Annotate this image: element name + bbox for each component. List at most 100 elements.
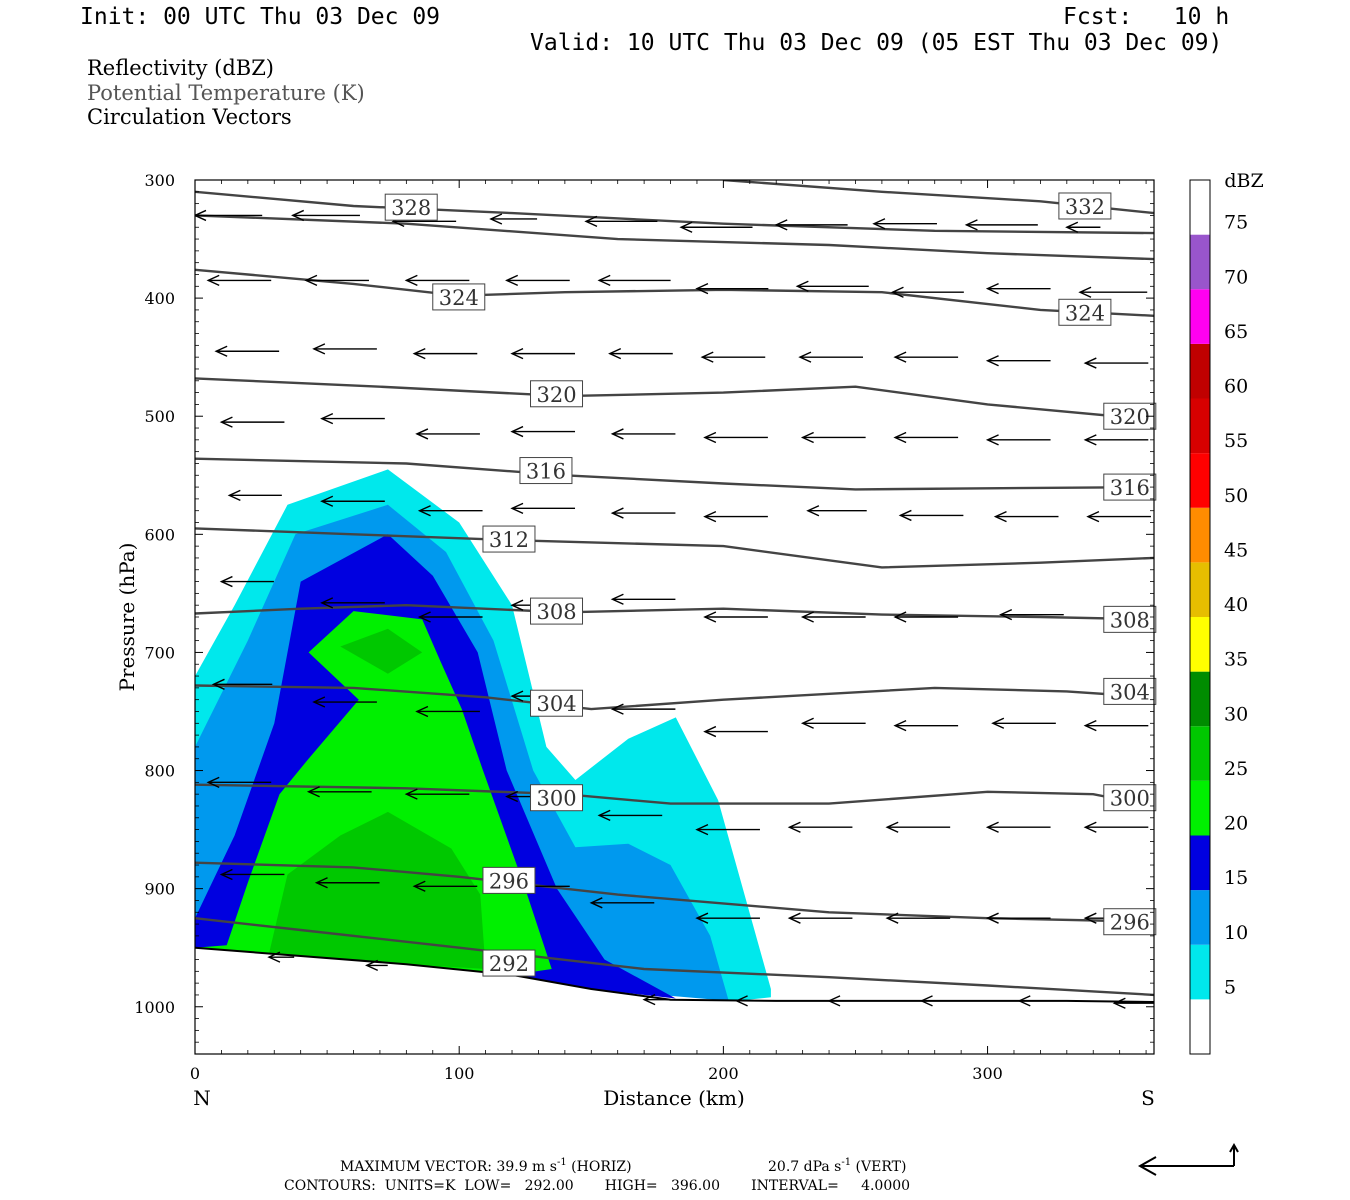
vector-arrow [798, 351, 863, 363]
footer-contour-info: CONTOURS: UNITS=K LOW= 292.00 HIGH= 396.… [284, 1178, 910, 1194]
vector-head [703, 431, 717, 444]
vector-arrow [703, 431, 768, 444]
vector-head [365, 959, 379, 972]
y-tick-label: 900 [144, 880, 175, 899]
isentrope-label-bg [432, 283, 486, 311]
vector-arrow [985, 355, 1051, 367]
vector-arrow [1086, 510, 1151, 523]
vector-arrow [893, 611, 959, 623]
colorbar-swatch [1190, 234, 1210, 290]
reference-vector-icon [1137, 1142, 1239, 1176]
vector-arrow [304, 274, 369, 287]
isentrope-label-text: 316 [526, 460, 566, 484]
x-axis-label: Distance (km) [603, 1086, 745, 1110]
vector-arrow [1017, 995, 1072, 1007]
vector-arrow [510, 425, 576, 438]
vector-head [206, 776, 220, 788]
colorbar-level-label: 55 [1224, 430, 1248, 452]
vector-arrow [219, 416, 285, 428]
colorbar-swatch [1190, 835, 1210, 891]
vector-arrow [885, 912, 951, 924]
vector-head [872, 218, 886, 230]
y-tick-label: 500 [144, 407, 175, 426]
vector-arrow [893, 431, 959, 444]
vector-head [885, 912, 899, 924]
colorbar-level-label: 25 [1224, 758, 1248, 780]
colorbar-level-label: 70 [1224, 266, 1248, 288]
vector-head [415, 705, 429, 718]
vector-head [893, 611, 907, 623]
vector-arrow [320, 412, 385, 425]
vector-arrow [505, 274, 570, 287]
colorbar-border [1189, 179, 1211, 1055]
isentrope-316k [195, 457, 1154, 491]
vector-arrow [584, 215, 658, 227]
isentrope-332k [195, 214, 1154, 261]
vector-head [320, 412, 334, 425]
vector-arrow [412, 347, 478, 360]
vector-head [800, 611, 814, 623]
y-tick-label: 300 [144, 171, 175, 190]
vector-head [211, 678, 225, 690]
isentrope-label-text: 296 [489, 869, 529, 893]
vector-arrow [510, 502, 576, 514]
vector-arrow [1083, 821, 1149, 833]
isentrope-label-text: 324 [439, 286, 479, 310]
vector-head [597, 809, 611, 822]
field-reflectivity: Reflectivity (dBZ) [87, 56, 275, 80]
isentrope-label-bg [530, 784, 584, 812]
isentrope-label-box: 296 [1103, 908, 1157, 936]
colorbar-level-label: 10 [1224, 922, 1248, 944]
x-left-end-label: N [193, 1086, 211, 1110]
isentrope-324k [195, 268, 1154, 317]
colorbar-level-label: 30 [1224, 703, 1248, 725]
vector-head [610, 703, 624, 715]
isentrope-312k [195, 527, 1154, 569]
isentrope-label-text: 312 [489, 528, 529, 552]
vector-arrow [1083, 434, 1149, 446]
vector-arrow [827, 995, 893, 1007]
vector-head [1083, 912, 1097, 924]
vector-head [985, 355, 999, 367]
vector-head [510, 599, 524, 611]
vector-head [1086, 510, 1100, 523]
vector-arrow [404, 788, 470, 800]
reflectivity-25-dbz-area [340, 628, 423, 674]
vector-head [306, 786, 320, 798]
colorbar-level-label: 50 [1224, 485, 1248, 507]
vector-arrow [703, 611, 768, 623]
x-tick-label: 100 [444, 1064, 475, 1083]
vector-head [489, 213, 503, 225]
isentrope-label-bg [1058, 298, 1112, 326]
axis-ticks: 300 400 500 600 700 800 900 1000 0 100 200 300 [134, 171, 1154, 1083]
vector-arrow [219, 575, 274, 588]
isentrope-label-bg [482, 866, 536, 894]
x-right-end-label: S [1141, 1086, 1155, 1110]
vector-arrow [774, 219, 848, 231]
vector-head [304, 274, 318, 287]
vector-arrow [312, 343, 377, 355]
vector-head [415, 428, 429, 440]
colorbar-swatch [1190, 780, 1210, 836]
isentrope-label-text: 296 [1110, 911, 1150, 935]
field-circulation-vectors: Circulation Vectors [87, 105, 292, 129]
isentrope-label-box: 324 [1058, 298, 1112, 326]
vector-head [608, 347, 622, 360]
colorbar-swatch [1190, 180, 1210, 235]
vector-head [589, 897, 603, 909]
vector-arrow [679, 221, 753, 233]
isentrope-320k [195, 377, 1154, 421]
vector-head [227, 489, 241, 501]
y-tick-label: 600 [144, 525, 175, 544]
colorbar-swatch [1190, 343, 1210, 399]
vector-arrow [1065, 221, 1101, 233]
isentrope-label-bg [1058, 192, 1112, 220]
colorbar-unit: dBZ [1224, 170, 1263, 192]
vector-arrow [700, 351, 766, 363]
isentrope-label-bg [384, 193, 438, 221]
vector-head [610, 593, 624, 605]
y-tick-label: 700 [144, 643, 175, 662]
footer-max-vector: MAXIMUM VECTOR: 39.9 m s-1 (HORIZ) [340, 1157, 632, 1175]
vector-arrow [695, 912, 760, 924]
